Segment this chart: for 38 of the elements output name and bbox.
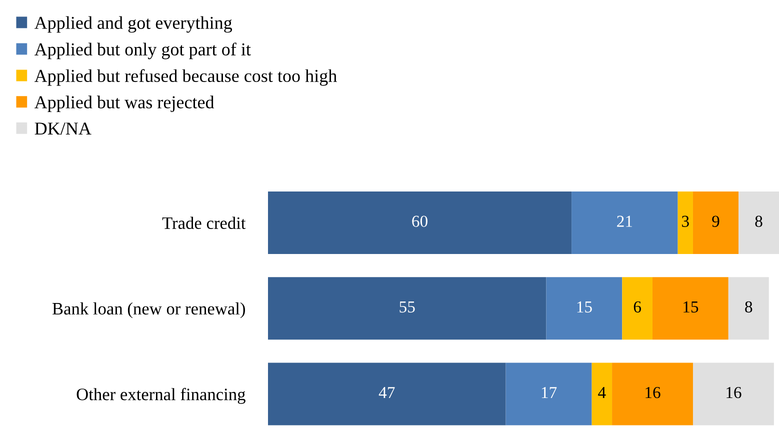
bar [728,277,769,340]
bar [738,192,779,254]
bar [612,362,693,426]
data-label: 17 [542,387,557,398]
data-label: 15 [577,301,592,313]
bar [592,362,612,426]
bar [546,277,622,340]
data-label: 3 [682,216,689,227]
bar [268,277,546,340]
data-label: 16 [646,386,660,398]
bar [268,192,572,254]
data-label: 6 [634,301,641,313]
data-label: 16 [726,386,742,398]
legend-label: Applied but refused because cost too high [34,69,337,86]
data-label: 4 [598,387,606,398]
bar [652,277,728,340]
data-label: 8 [755,216,762,227]
legend-label: Applied and got everything [34,16,232,33]
data-label: 9 [712,216,720,227]
legend-label: Applied but only got part of it [34,42,251,60]
legend-label: Applied but was rejected [34,96,214,112]
legend-label: DK/NA [34,122,92,135]
bar [692,362,774,426]
data-label: 15 [684,301,698,313]
bar [678,192,693,254]
bar [268,362,506,426]
y-tick-label: Bank loan (new or renewal) [52,302,245,318]
bar [692,192,739,254]
y-tick-label: Trade credit [162,216,246,229]
data-label: 55 [400,301,415,313]
data-label: 47 [378,387,395,398]
data-label: 21 [617,216,632,227]
bar [572,192,678,254]
bar [506,362,592,426]
data-label: 60 [412,216,428,227]
bar [622,277,653,340]
data-label: 8 [745,301,752,313]
y-tick-label: Other external financing [76,388,246,404]
